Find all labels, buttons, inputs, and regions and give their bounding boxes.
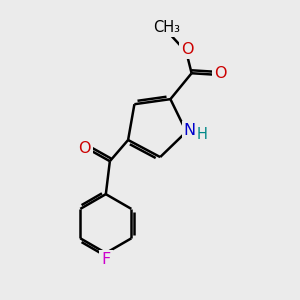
Text: H: H — [196, 127, 207, 142]
Text: N: N — [184, 123, 196, 138]
Text: O: O — [214, 66, 227, 81]
Text: O: O — [181, 42, 193, 57]
Text: O: O — [78, 141, 91, 156]
Text: CH₃: CH₃ — [153, 20, 180, 35]
Text: F: F — [101, 252, 110, 267]
